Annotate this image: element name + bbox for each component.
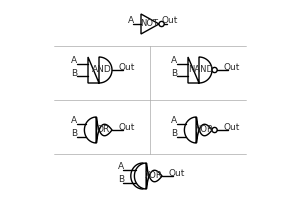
- Text: B: B: [118, 175, 124, 184]
- Text: A: A: [171, 116, 178, 125]
- Text: B: B: [71, 129, 77, 138]
- Text: A: A: [171, 56, 178, 65]
- Text: A: A: [71, 56, 77, 65]
- Polygon shape: [134, 163, 162, 189]
- Text: A: A: [71, 116, 77, 125]
- Text: AND: AND: [92, 66, 112, 74]
- Text: XOR: XOR: [145, 171, 163, 180]
- Text: B: B: [71, 69, 77, 78]
- Text: A: A: [128, 16, 134, 25]
- Text: B: B: [171, 129, 178, 138]
- Text: OR: OR: [97, 126, 110, 134]
- Text: Out: Out: [169, 168, 185, 178]
- Polygon shape: [184, 117, 212, 143]
- Circle shape: [159, 21, 164, 27]
- Text: NOR: NOR: [194, 126, 213, 134]
- Polygon shape: [141, 14, 159, 34]
- Text: Out: Out: [119, 62, 135, 72]
- Text: A: A: [118, 162, 124, 171]
- Circle shape: [212, 67, 217, 73]
- Circle shape: [212, 127, 217, 133]
- Text: Out: Out: [224, 122, 240, 132]
- Text: Out: Out: [162, 16, 178, 25]
- Text: Out: Out: [119, 122, 135, 132]
- Polygon shape: [84, 117, 112, 143]
- Text: Out: Out: [224, 62, 240, 72]
- Text: NOT: NOT: [140, 20, 158, 28]
- Polygon shape: [88, 57, 112, 83]
- Text: B: B: [171, 69, 178, 78]
- Text: NAND: NAND: [188, 66, 214, 74]
- Polygon shape: [188, 57, 212, 83]
